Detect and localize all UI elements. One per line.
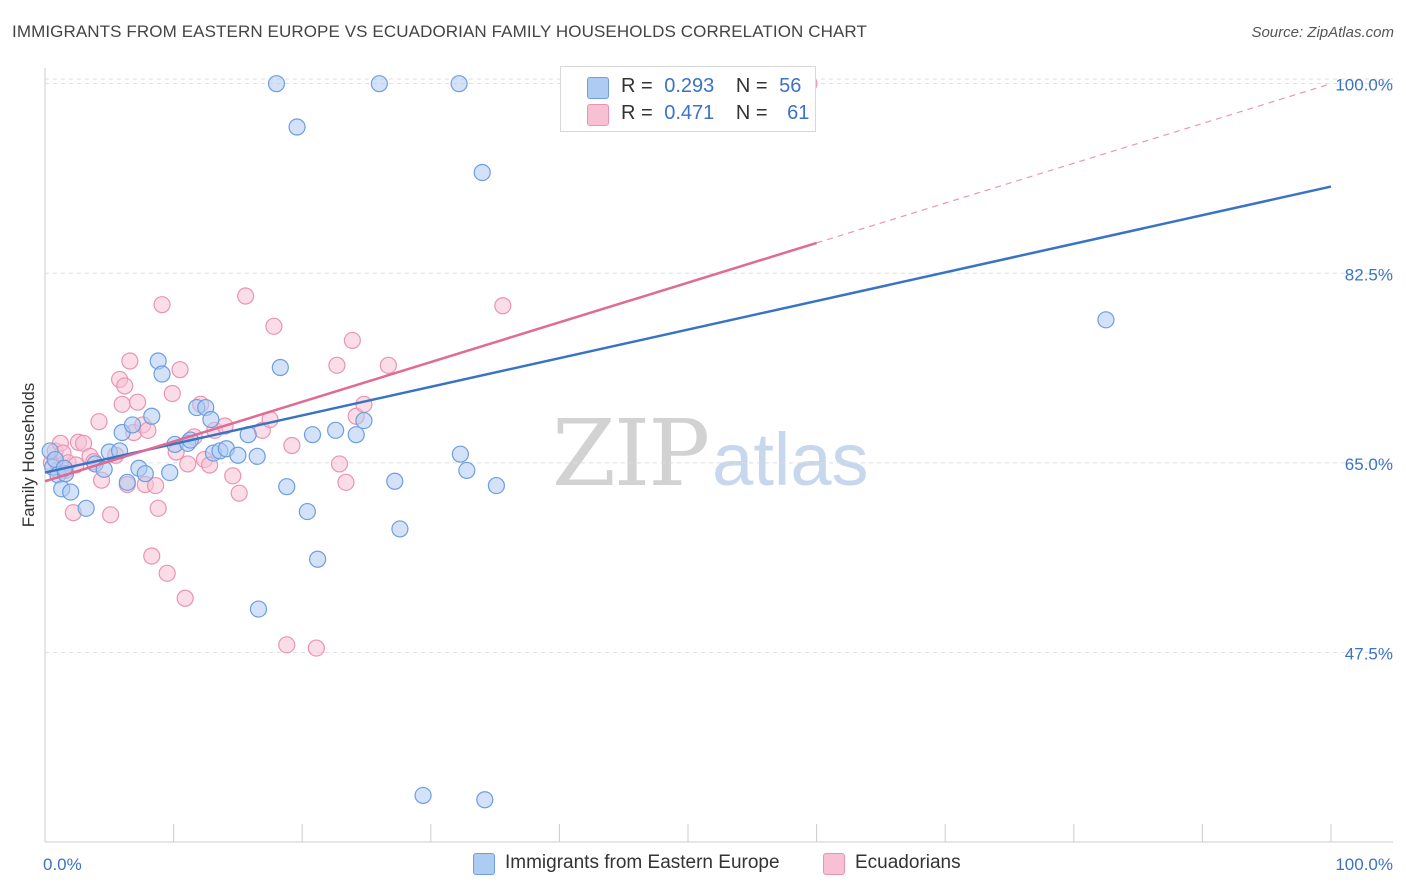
eastern-europe-point [288, 118, 306, 136]
ecuadorians-point [337, 473, 355, 491]
ecuadorians-point [230, 484, 248, 502]
ecuadorians-point [494, 297, 512, 315]
ecuadorians-point [224, 467, 242, 485]
eastern-europe-point [473, 163, 491, 182]
legend-n-label: N = [735, 102, 768, 124]
eastern-europe-point [229, 446, 247, 464]
eastern-europe-points [41, 75, 1115, 809]
legend-r-label: R = [621, 102, 653, 124]
eastern-europe-point [271, 358, 289, 377]
ecuadorians-point [237, 287, 255, 305]
ecuadorians-point [179, 455, 197, 473]
eastern-europe-point [414, 786, 432, 805]
ecuadorians-point [116, 377, 134, 395]
eastern-europe-trendline [44, 185, 1332, 474]
ecuadorians-point [379, 356, 397, 374]
legend-r-label: R = [621, 75, 653, 97]
eastern-europe-point [370, 75, 388, 93]
ecuadorians-point [146, 476, 165, 495]
tick-label-layer: 47.5% 65.0% 82.5% 100.0% 0.0% 100.0% [43, 76, 1393, 874]
ecuadorians-trendline-extension [816, 83, 1332, 244]
eastern-europe-point [476, 791, 494, 809]
series-swatch-blue [473, 853, 495, 875]
eastern-europe-point [303, 426, 322, 444]
eastern-europe-point [161, 463, 179, 482]
ecuadorians-point [283, 436, 301, 455]
eastern-europe-point [77, 499, 95, 517]
eastern-europe-point [202, 410, 220, 429]
ecuadorians-point [139, 421, 157, 439]
ecuadorians-point [265, 317, 283, 335]
legend-r-value: 0.293 [664, 75, 715, 97]
eastern-europe-point [355, 411, 373, 430]
ecuadorians-point [328, 356, 346, 374]
eastern-europe-point [118, 473, 136, 491]
x-tick-label: 0.0% [43, 855, 82, 874]
eastern-europe-point [278, 478, 296, 496]
source-label: Source: ZipAtlas.com [1251, 24, 1394, 41]
eastern-europe-point [248, 447, 266, 465]
ecuadorians-trendline [44, 241, 817, 483]
ecuadorians-point [343, 331, 361, 350]
eastern-europe-point [487, 476, 505, 495]
eastern-europe-point [450, 75, 468, 93]
legend-n-value: 56 [779, 75, 802, 97]
eastern-europe-point [347, 426, 365, 444]
y-tick-label: 47.5% [1345, 644, 1393, 663]
x-tick-label: 100.0% [1335, 855, 1393, 874]
y-tick-label: 65.0% [1345, 455, 1393, 474]
eastern-europe-point [143, 407, 161, 425]
eastern-europe-point [62, 483, 80, 501]
eastern-europe-point [451, 445, 469, 463]
ecuadorians-point [101, 506, 120, 524]
ecuadorians-point [278, 636, 296, 654]
eastern-europe-point [309, 550, 327, 568]
legend-n-label: N = [735, 75, 768, 97]
ecuadorians-point [149, 499, 167, 517]
ecuadorians-point [163, 384, 181, 403]
series-label: Immigrants from Eastern Europe [505, 852, 780, 873]
eastern-europe-point [153, 365, 171, 383]
stats-legend: R = 0.293 N = 56 R = 0.471 N = 61 [560, 66, 816, 132]
ecuadorians-point [90, 413, 108, 431]
y-tick-label: 82.5% [1345, 265, 1393, 284]
chart-title: IMMIGRANTS FROM EASTERN EUROPE VS ECUADO… [12, 22, 867, 41]
ecuadorians-point [143, 547, 161, 565]
axis-layer [44, 68, 1393, 843]
ecuadorians-point [153, 296, 171, 314]
ecuadorians-point [121, 352, 139, 370]
ecuadorians-point [171, 361, 189, 379]
ecuadorians-point [158, 564, 176, 582]
eastern-europe-point [249, 600, 268, 618]
ecuadorians-point [113, 395, 131, 413]
eastern-europe-point [267, 75, 286, 93]
legend-swatch-pink [587, 104, 609, 126]
eastern-europe-point [123, 416, 142, 434]
eastern-europe-point [1097, 311, 1115, 329]
series-swatch-pink [823, 853, 845, 875]
ecuadorians-point [128, 393, 147, 411]
trend-layer [44, 83, 1332, 483]
legend-swatch-blue [587, 77, 609, 99]
eastern-europe-point [386, 472, 404, 490]
y-tick-label: 100.0% [1335, 76, 1393, 95]
series-label: Ecuadorians [855, 852, 961, 873]
eastern-europe-point [327, 421, 345, 439]
ecuadorians-point [176, 589, 194, 607]
ecuadorians-point [307, 639, 325, 657]
legend-n-value: 61 [787, 102, 810, 124]
grid-layer [45, 78, 1393, 653]
ecuadorians-point [355, 395, 373, 413]
legend-r-value: 0.471 [664, 102, 715, 124]
eastern-europe-point [298, 502, 316, 521]
eastern-europe-point [458, 461, 476, 480]
eastern-europe-point [391, 520, 409, 538]
ecuadorians-point [330, 455, 349, 473]
eastern-europe-point [136, 465, 154, 483]
